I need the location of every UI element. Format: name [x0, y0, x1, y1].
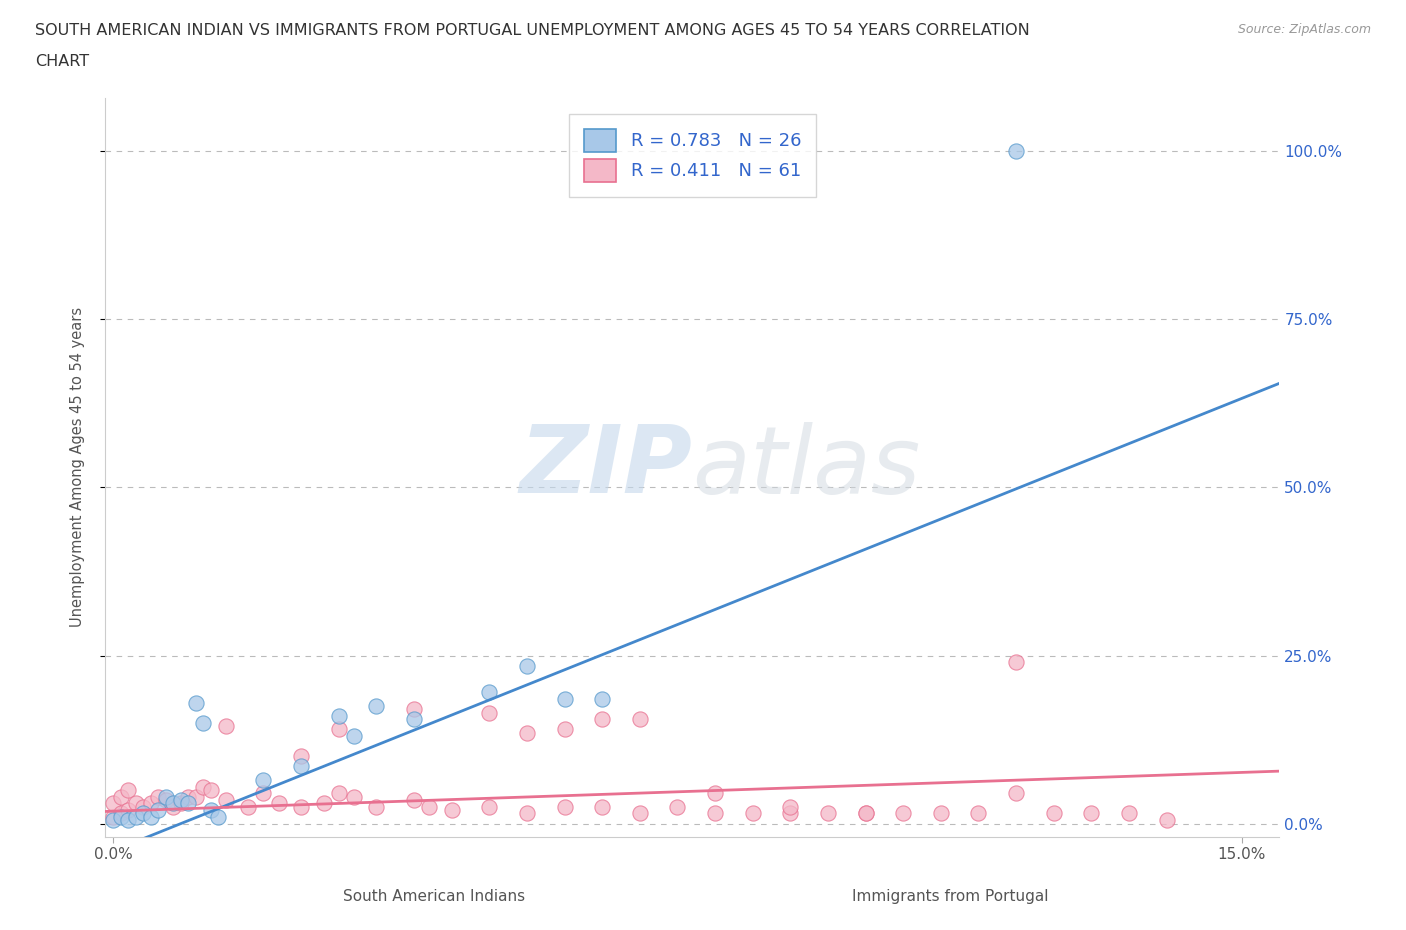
Point: [328, 709, 350, 724]
Point: [252, 773, 274, 788]
Point: [516, 658, 538, 673]
Point: [124, 796, 146, 811]
Point: [440, 803, 463, 817]
Point: [110, 790, 132, 804]
Point: [252, 786, 274, 801]
Text: ZIP: ZIP: [520, 421, 692, 513]
Point: [1156, 813, 1178, 828]
Point: [177, 796, 200, 811]
Point: [1042, 806, 1064, 821]
Point: [402, 792, 425, 807]
Point: [591, 799, 613, 814]
Point: [132, 806, 155, 821]
Text: SOUTH AMERICAN INDIAN VS IMMIGRANTS FROM PORTUGAL UNEMPLOYMENT AMONG AGES 45 TO : SOUTH AMERICAN INDIAN VS IMMIGRANTS FROM…: [35, 23, 1031, 38]
Point: [855, 806, 877, 821]
Point: [267, 796, 290, 811]
Point: [139, 796, 162, 811]
Point: [207, 809, 229, 824]
Point: [146, 790, 169, 804]
Point: [1118, 806, 1140, 821]
Point: [170, 792, 193, 807]
Point: [478, 705, 501, 720]
Point: [200, 803, 222, 817]
Point: [418, 799, 440, 814]
Point: [328, 722, 350, 737]
Point: [516, 725, 538, 740]
Point: [146, 803, 169, 817]
Point: [855, 806, 877, 821]
Point: [628, 712, 651, 727]
Point: [110, 806, 132, 821]
Point: [1005, 786, 1028, 801]
Point: [177, 790, 200, 804]
Point: [891, 806, 914, 821]
Point: [1005, 655, 1028, 670]
Point: [184, 695, 207, 710]
Legend: R = 0.783   N = 26, R = 0.411   N = 61: R = 0.783 N = 26, R = 0.411 N = 61: [569, 114, 815, 196]
Text: atlas: atlas: [692, 422, 921, 512]
Point: [290, 759, 312, 774]
Point: [124, 809, 146, 824]
Point: [139, 809, 162, 824]
Point: [402, 702, 425, 717]
Point: [215, 792, 238, 807]
Point: [290, 799, 312, 814]
Point: [366, 698, 388, 713]
Text: South American Indians: South American Indians: [343, 889, 526, 904]
Point: [704, 786, 727, 801]
Point: [402, 712, 425, 727]
Point: [478, 685, 501, 700]
Point: [343, 790, 366, 804]
Point: [290, 749, 312, 764]
Point: [591, 712, 613, 727]
Point: [117, 803, 139, 817]
Text: Immigrants from Portugal: Immigrants from Portugal: [852, 889, 1049, 904]
Point: [366, 799, 388, 814]
Point: [704, 806, 727, 821]
Point: [666, 799, 689, 814]
Point: [312, 796, 335, 811]
Point: [343, 729, 366, 744]
Point: [184, 790, 207, 804]
Point: [817, 806, 839, 821]
Text: Source: ZipAtlas.com: Source: ZipAtlas.com: [1237, 23, 1371, 36]
Point: [215, 719, 238, 734]
Point: [117, 813, 139, 828]
Point: [328, 786, 350, 801]
Point: [929, 806, 952, 821]
Point: [155, 792, 177, 807]
Point: [101, 809, 124, 824]
Point: [170, 796, 193, 811]
Point: [200, 782, 222, 797]
Point: [967, 806, 990, 821]
Point: [162, 796, 184, 811]
Point: [110, 809, 132, 824]
Text: CHART: CHART: [35, 54, 89, 69]
Point: [628, 806, 651, 821]
Point: [1005, 144, 1028, 159]
Point: [554, 799, 576, 814]
Point: [238, 799, 260, 814]
Point: [132, 799, 155, 814]
Point: [101, 796, 124, 811]
Point: [554, 692, 576, 707]
Point: [162, 799, 184, 814]
Point: [155, 790, 177, 804]
Point: [516, 806, 538, 821]
Point: [779, 799, 801, 814]
Point: [1080, 806, 1102, 821]
Point: [101, 813, 124, 828]
Point: [117, 782, 139, 797]
Point: [741, 806, 763, 821]
Point: [193, 779, 215, 794]
Y-axis label: Unemployment Among Ages 45 to 54 years: Unemployment Among Ages 45 to 54 years: [70, 307, 84, 628]
Point: [478, 799, 501, 814]
Point: [554, 722, 576, 737]
Point: [193, 715, 215, 730]
Point: [779, 806, 801, 821]
Point: [591, 692, 613, 707]
